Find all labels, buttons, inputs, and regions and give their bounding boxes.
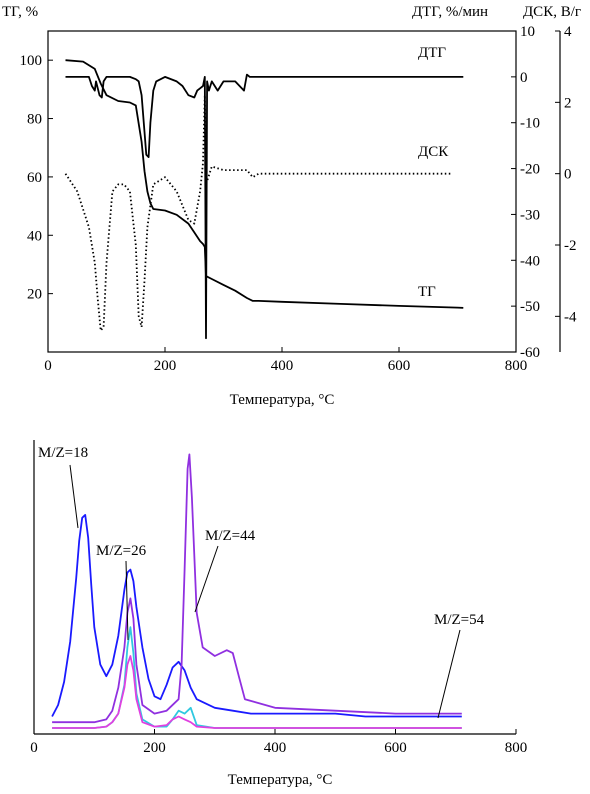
- dsc-y-tick-label: 0: [564, 167, 572, 183]
- annotation-leader-line: [194, 545, 219, 613]
- dtg-axis-title: ДТГ, %/мин: [412, 4, 488, 20]
- series-m-z-54-line: [52, 655, 462, 729]
- top-x-tick-label: 0: [44, 358, 52, 374]
- dsc-curve-label: ДСК: [418, 144, 449, 160]
- dtg-y-tick-label: -30: [520, 207, 540, 223]
- annotation-leader-line: [125, 560, 129, 641]
- tg-y-tick-label: 100: [20, 53, 43, 69]
- mz44-label: M/Z=44: [205, 528, 256, 544]
- top-x-axis-title: Температура, °С: [230, 392, 335, 408]
- tg-curve-label: ТГ: [418, 284, 436, 300]
- tg-y-tick-label: 60: [27, 170, 42, 186]
- top-x-tick-label: 800: [505, 358, 528, 374]
- bottom-x-tick-label: 800: [505, 740, 528, 756]
- dsc-axis-title: ДСК, В/г: [523, 4, 581, 20]
- annotation-leader-line: [437, 629, 461, 719]
- series-тг-line: [65, 59, 464, 309]
- dtg-y-tick-label: -40: [520, 253, 540, 269]
- series-m-z-18-line: [51, 514, 462, 718]
- mz18-label: M/Z=18: [38, 445, 88, 461]
- dtg-y-tick-label: 0: [520, 70, 528, 86]
- tg-axis-title: ТГ, %: [2, 4, 38, 20]
- mz26-label: M/Z=26: [96, 543, 147, 559]
- dtg-y-tick-label: -60: [520, 345, 540, 361]
- bottom-x-tick-label: 200: [143, 740, 166, 756]
- top-x-tick-label: 200: [154, 358, 177, 374]
- top-plot-frame: [47, 30, 517, 353]
- thermal-analysis-chart: ТГ, % ДТГ, %/мин ДСК, В/г Температура, °…: [2, 4, 581, 408]
- series-дтг-line: [65, 73, 464, 340]
- dsc-y-tick-label: -4: [564, 309, 577, 325]
- annotation-leader-line: [69, 464, 79, 529]
- dsc-y-tick-label: 4: [564, 24, 572, 40]
- bottom-x-tick-label: 600: [384, 740, 407, 756]
- mz54-label: M/Z=54: [434, 612, 485, 628]
- tg-y-tick-label: 80: [27, 112, 42, 128]
- bottom-x-tick-label: 0: [30, 740, 38, 756]
- bottom-x-axis-title: Температура, °С: [228, 772, 333, 788]
- series-дск-line: [64, 94, 452, 332]
- dtg-y-tick-label: -10: [520, 116, 540, 132]
- bottom-x-tick-label: 400: [264, 740, 287, 756]
- dtg-curve-label: ДТГ: [418, 45, 446, 61]
- dtg-y-tick-label: -20: [520, 162, 540, 178]
- dsc-y-tick-label: -2: [564, 238, 577, 254]
- dsc-y-tick-label: 2: [564, 95, 572, 111]
- mass-spectrometry-chart: Температура, °С M/Z=18 M/Z=26 M/Z=44 M/Z…: [30, 440, 527, 788]
- tg-y-tick-label: 20: [27, 287, 42, 303]
- series-m-z-44-line: [52, 453, 462, 724]
- top-x-tick-label: 400: [271, 358, 294, 374]
- tg-y-tick-label: 40: [27, 228, 42, 244]
- dtg-y-tick-label: -50: [520, 299, 540, 315]
- top-x-tick-label: 600: [388, 358, 411, 374]
- dtg-y-tick-label: 10: [520, 24, 535, 40]
